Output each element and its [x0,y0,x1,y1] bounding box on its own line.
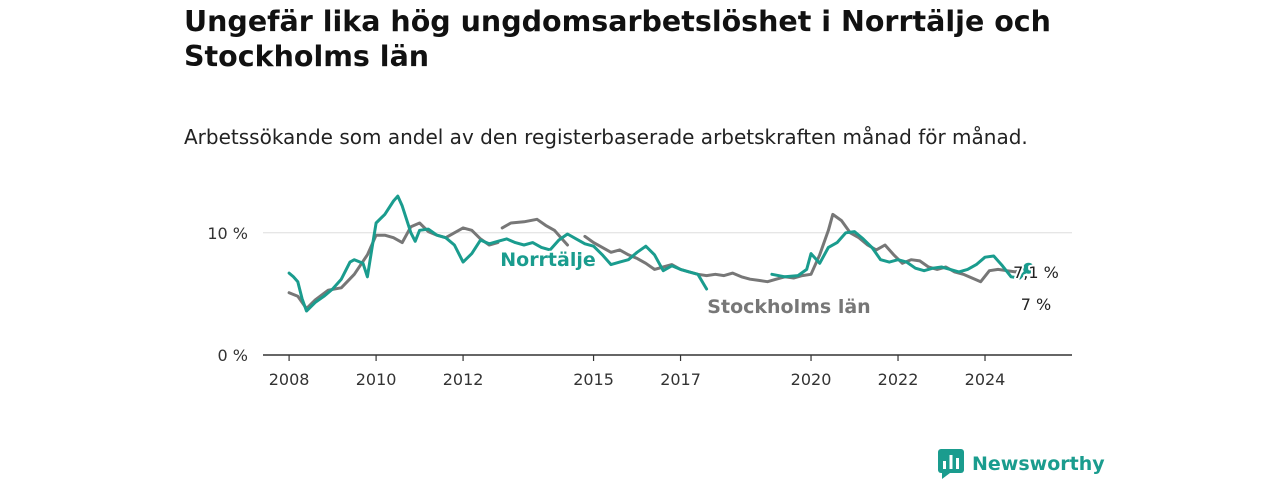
series-label-norrtalje-halo: Norrtälje [500,249,596,271]
series-label-norrtalje: Norrtälje [500,249,596,271]
chart-lines [287,194,1035,313]
x-tick-label: 2022 [878,370,919,389]
series-label-stockholms-lan-halo: Stockholms län [707,296,870,318]
x-tick-label: 2012 [443,370,484,389]
x-tick-label: 2015 [573,370,614,389]
x-tick-label: 2020 [791,370,832,389]
end-value-stockholms-lan-halo: 7 % [1021,295,1051,314]
x-tick-label: 2024 [965,370,1006,389]
x-tick-label: 2010 [356,370,397,389]
end-value-norrtalje-halo: 7,1 % [1013,263,1059,282]
brand-name: Newsworthy [972,453,1105,475]
x-tick-label: 2008 [269,370,310,389]
y-tick-label: 10 % [207,224,248,243]
chart-title: Ungefär lika hög ungdomsarbetslöshet i N… [184,5,1051,73]
chart-subtitle: Arbetssökande som andel av den registerb… [184,125,1028,149]
chart-axes: 0 % 10 % 2008 2010 2012 2015 2017 2020 2022 2024 [207,224,1072,389]
endpoint-marker [1023,262,1035,274]
end-value-norrtalje: 7,1 % [1013,263,1059,282]
newsworthy-chart-icon [938,449,964,479]
newsworthy-logo: Newsworthy [938,449,1105,479]
end-value-stockholms-lan: 7 % [1021,295,1051,314]
series-line-norrt-lje [287,194,1030,313]
y-tick-label: 0 % [218,346,248,365]
series-line-stockholms-l-n [287,212,1035,311]
series-label-stockholms-lan: Stockholms län [707,296,870,318]
x-tick-label: 2017 [660,370,701,389]
